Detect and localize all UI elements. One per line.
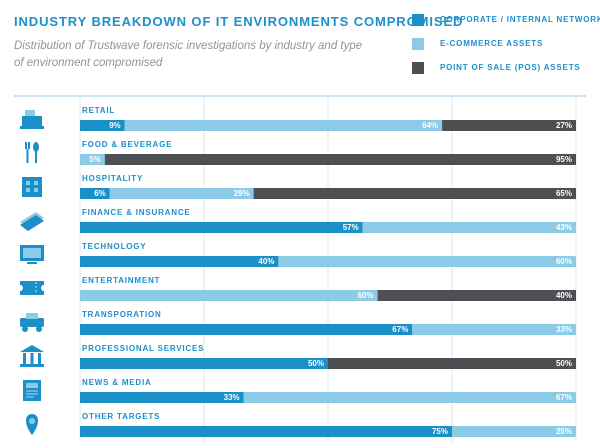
bar-segment-entertainment-1 <box>80 290 378 301</box>
bar-segment-food-beverage-1 <box>80 154 105 165</box>
legend-label-pos: POINT OF SALE (POS) ASSETS <box>440 63 581 72</box>
row-label-news-media: NEWS & MEDIA <box>82 378 152 387</box>
row-label-retail: RETAIL <box>82 106 115 115</box>
location-pin-icon <box>26 414 38 435</box>
row-label-technology: TECHNOLOGY <box>82 242 146 251</box>
data-label-retail-1: 64% <box>422 121 438 130</box>
bar-segment-news-media-1 <box>243 392 576 403</box>
bar-segment-hospitality-0 <box>80 188 110 199</box>
data-label-hospitality-1: 29% <box>234 189 250 198</box>
data-label-professional-services-0: 50% <box>308 359 324 368</box>
legend-swatch-corporate <box>412 14 424 26</box>
row-label-finance-insurance: FINANCE & INSURANCE <box>82 208 191 217</box>
data-label-other-targets-0: 75% <box>432 427 448 436</box>
chart-title: INDUSTRY BREAKDOWN OF IT ENVIRONMENTS CO… <box>14 14 464 29</box>
bar-segment-retail-0 <box>80 120 125 131</box>
cash-register-icon <box>20 110 44 129</box>
bar-segment-retail-1 <box>124 120 443 131</box>
hotel-building-icon <box>22 177 42 197</box>
data-label-food-beverage-2: 95% <box>556 155 572 164</box>
data-label-hospitality-0: 6% <box>94 189 106 198</box>
bar-segment-finance-insurance-1 <box>362 222 576 233</box>
legend-swatch-pos <box>412 62 424 74</box>
bar-segment-technology-1 <box>278 256 576 267</box>
data-label-food-beverage-1: 5% <box>89 155 101 164</box>
row-label-entertainment: ENTERTAINMENT <box>82 276 160 285</box>
bar-segment-other-targets-1 <box>452 426 576 437</box>
data-label-retail-0: 9% <box>109 121 121 130</box>
row-label-hospitality: HOSPITALITY <box>82 174 143 183</box>
data-label-transporation-0: 67% <box>392 325 408 334</box>
institution-building-icon <box>20 345 44 367</box>
fork-and-spoon-icon <box>25 142 39 163</box>
bar-segment-news-media-0 <box>80 392 244 403</box>
bar-segment-transporation-0 <box>80 324 413 335</box>
data-label-transporation-1: 33% <box>556 325 572 334</box>
bar-segment-transporation-1 <box>412 324 576 335</box>
row-label-other-targets: OTHER TARGETS <box>82 412 160 421</box>
data-label-other-targets-1: 25% <box>556 427 572 436</box>
bar-segment-other-targets-0 <box>80 426 452 437</box>
ticket-icon <box>20 281 44 295</box>
row-label-professional-services: PROFESSIONAL SERVICES <box>82 344 204 353</box>
data-label-news-media-1: 67% <box>556 393 572 402</box>
bar-segment-hospitality-2 <box>253 188 576 199</box>
legend-label-corporate: CORPORATE / INTERNAL NETWORK <box>440 15 600 24</box>
legend-swatch-ecommerce <box>412 38 424 50</box>
legend-label-ecommerce: E-COMMERCE ASSETS <box>440 39 544 48</box>
bar-segment-hospitality-1 <box>109 188 254 199</box>
bar-segment-professional-services-2 <box>328 358 576 369</box>
data-label-entertainment-2: 40% <box>556 291 572 300</box>
data-label-retail-2: 27% <box>556 121 572 130</box>
bar-segment-food-beverage-2 <box>104 154 577 165</box>
data-label-professional-services-2: 50% <box>556 359 572 368</box>
row-label-transporation: TRANSPORATION <box>82 310 162 319</box>
data-label-entertainment-1: 60% <box>358 291 374 300</box>
bar-segment-retail-2 <box>442 120 576 131</box>
data-label-finance-insurance-0: 57% <box>343 223 359 232</box>
data-label-news-media-0: 33% <box>224 393 240 402</box>
data-label-hospitality-2: 65% <box>556 189 572 198</box>
data-label-finance-insurance-1: 43% <box>556 223 572 232</box>
bar-segment-entertainment-2 <box>377 290 576 301</box>
vehicle-icon <box>20 313 44 332</box>
newspaper-icon <box>23 380 41 401</box>
bar-segment-technology-0 <box>80 256 279 267</box>
data-label-technology-1: 60% <box>556 257 572 266</box>
money-stack-icon <box>20 212 44 231</box>
row-label-food-beverage: FOOD & BEVERAGE <box>82 140 172 149</box>
chart-subtitle: Distribution of Trustwave forensic inves… <box>14 40 363 69</box>
data-label-technology-0: 40% <box>258 257 274 266</box>
bar-segment-finance-insurance-0 <box>80 222 363 233</box>
bar-segment-professional-services-0 <box>80 358 328 369</box>
monitor-icon <box>20 245 44 264</box>
